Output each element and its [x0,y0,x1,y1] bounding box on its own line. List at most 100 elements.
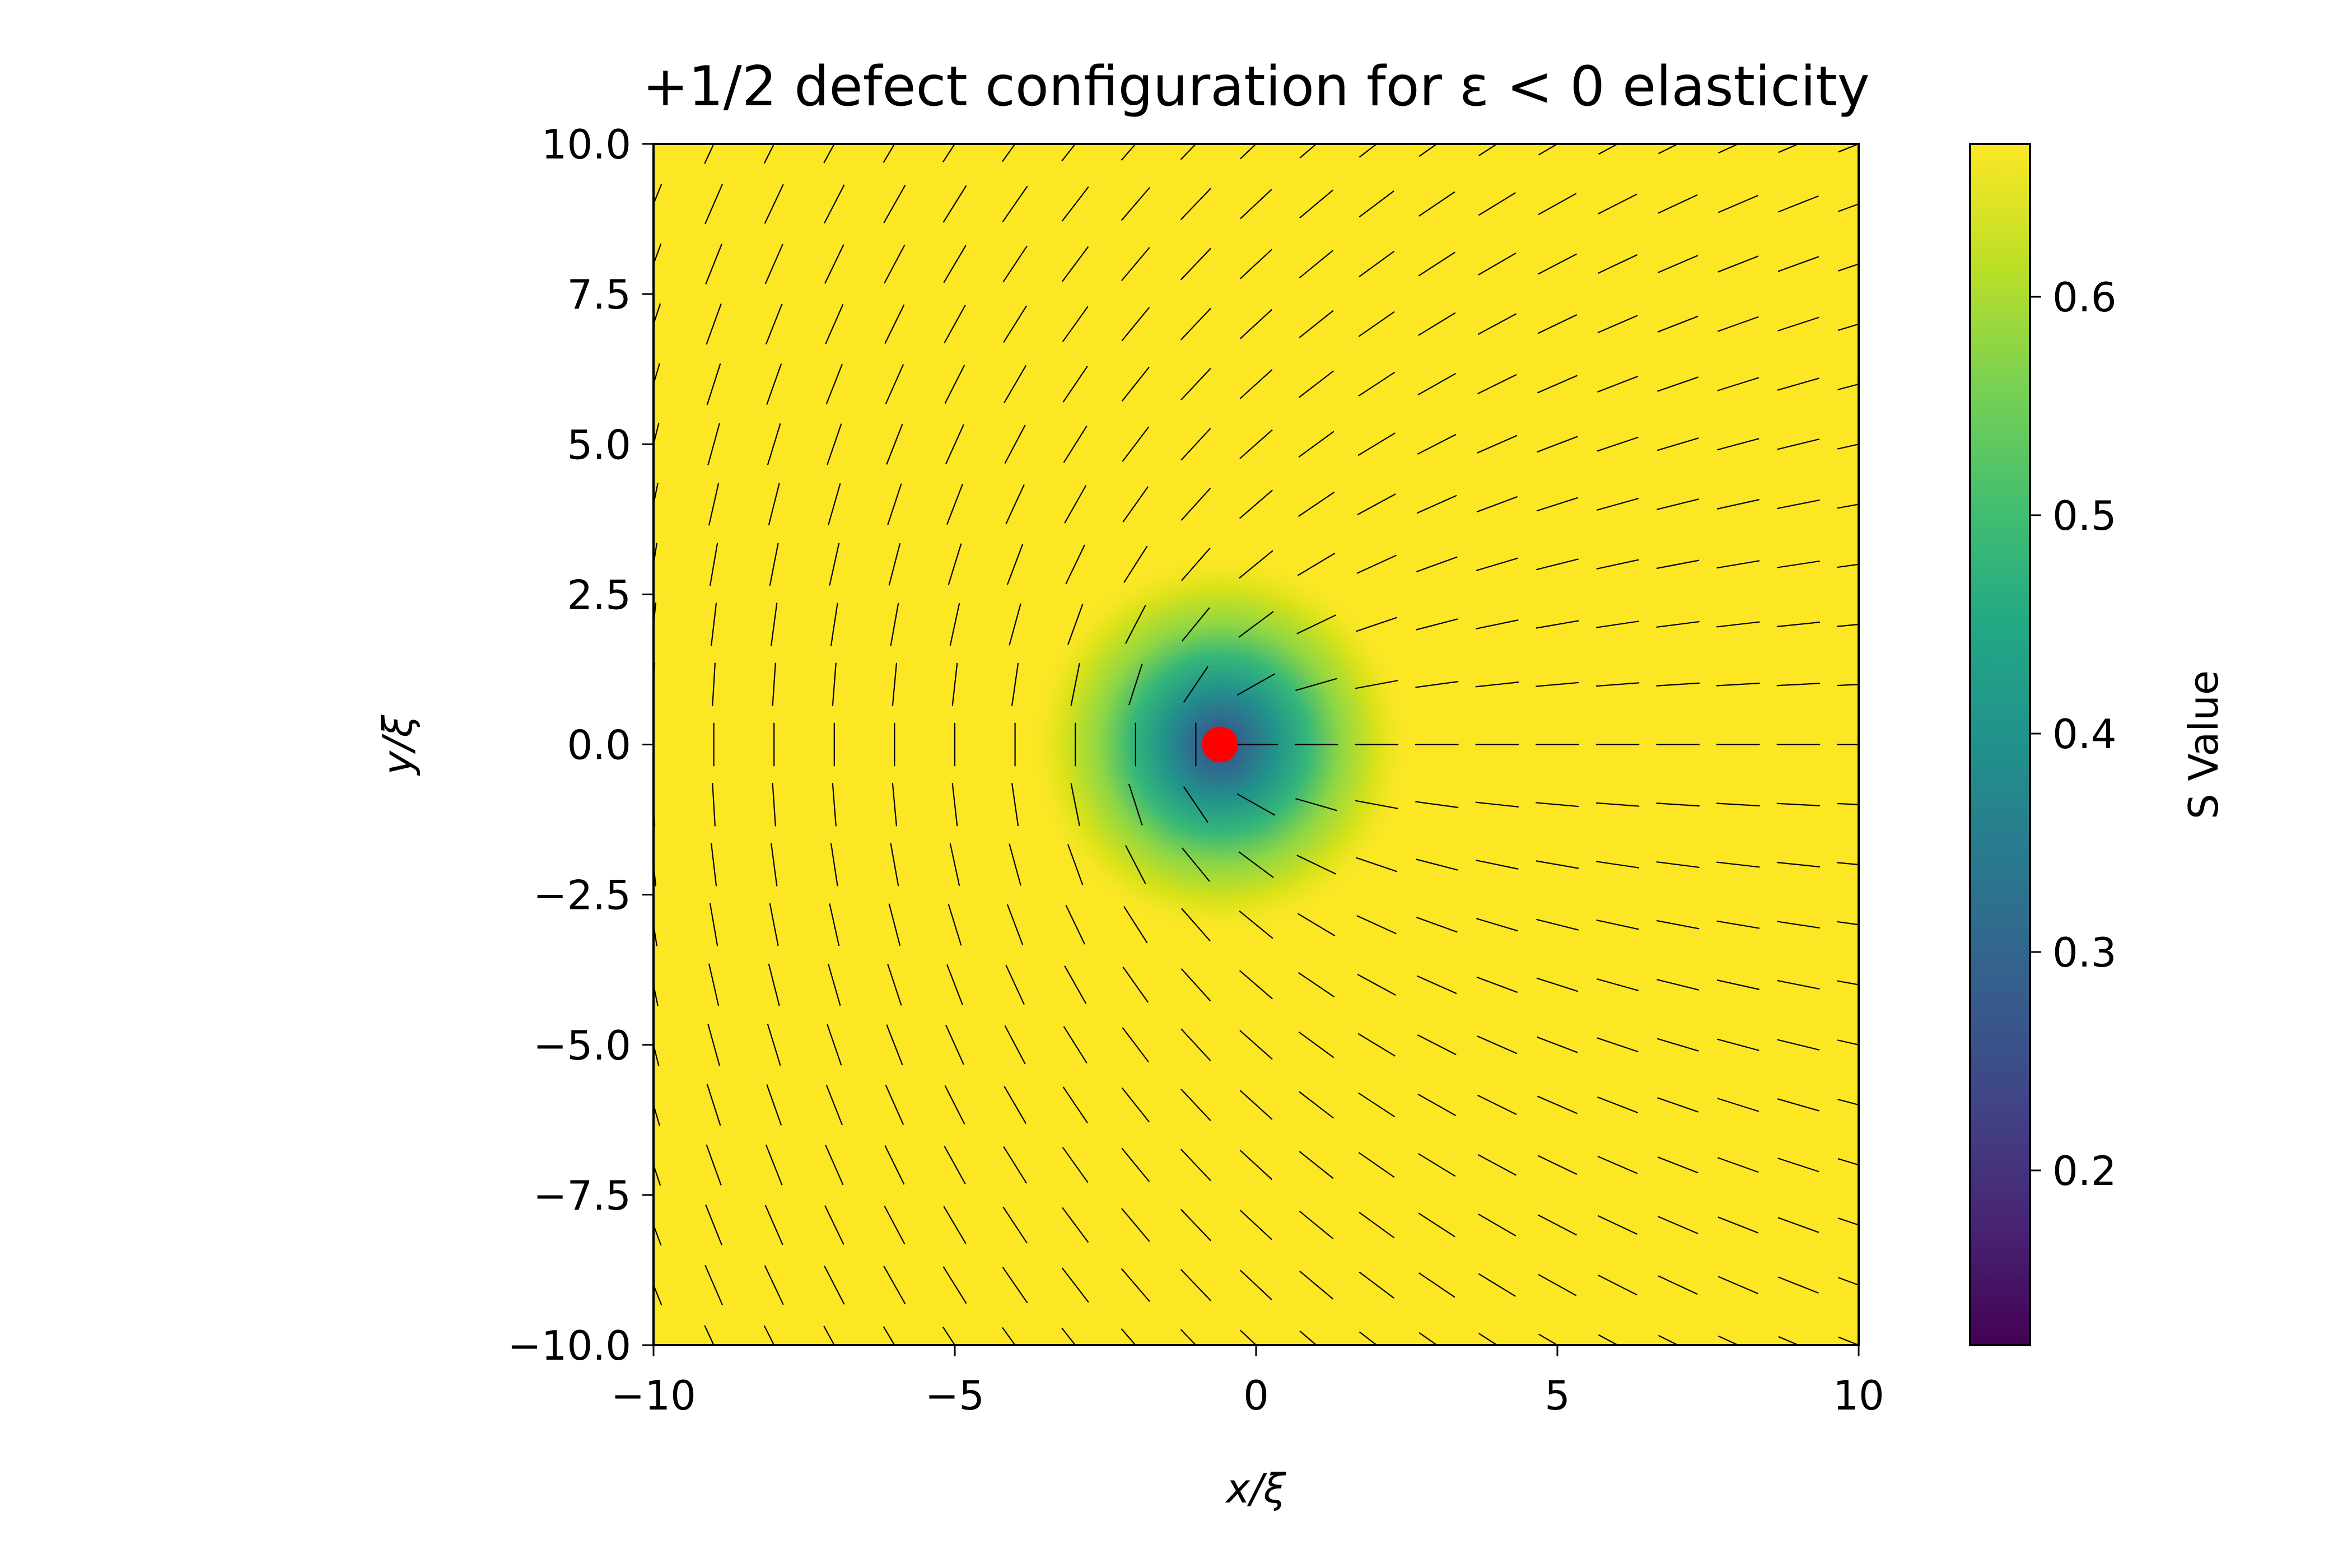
director-segment [1716,802,1760,807]
director-segment [1415,801,1459,809]
director-segment [1656,861,1700,869]
director-segment [1716,499,1760,510]
director-segment [1838,1277,1859,1286]
director-segment [1239,1210,1273,1240]
director-segment [1359,1331,1378,1345]
director-segment [1297,552,1336,576]
director-segment [1536,860,1579,869]
director-segment [1717,438,1760,451]
director-segment [1357,493,1396,515]
director-segment [1004,1085,1027,1124]
director-segment [1536,977,1579,992]
director-segment [823,144,836,164]
director-segment [886,423,903,465]
director-segment [825,1084,843,1126]
director-segment [1298,431,1334,458]
director-segment [1180,1329,1197,1345]
director-segment [1180,367,1211,401]
director-segment [1180,1028,1211,1061]
director-segment [654,858,657,886]
director-segment [1123,906,1148,944]
director-segment [1296,614,1336,634]
director-segment [1299,1091,1334,1119]
director-segment [654,483,659,508]
director-segment [766,1084,782,1126]
director-segment [1121,307,1150,342]
director-segment [1070,663,1080,706]
director-segment [1062,1086,1088,1123]
director-segment [1596,559,1639,570]
director-segment [829,903,840,946]
director-segment [1477,1154,1517,1176]
director-segment [832,783,837,827]
director-segment [1656,1038,1699,1052]
director-segment [1777,1217,1819,1233]
director-segment [1598,1215,1638,1235]
director-segment [1236,673,1276,696]
director-segment [1718,1276,1758,1294]
director-segment [769,903,779,946]
director-segment [1183,786,1209,823]
director-segment [1181,607,1210,642]
director-segment [892,662,898,706]
director-segment [1417,372,1457,396]
director-segment [890,843,899,886]
director-segment [1239,970,1273,1000]
director-segment [883,1266,906,1304]
director-segment [1358,1092,1396,1118]
director-segment [706,1084,721,1126]
director-segment [825,1145,844,1186]
director-segment [1239,369,1273,399]
director-segment [1656,437,1699,451]
director-segment [1476,860,1519,870]
director-segment [1716,861,1760,868]
director-segment [1837,623,1859,627]
director-segment [1656,802,1700,807]
y-tick-label: −5.0 [533,1022,631,1069]
director-segment [708,483,720,526]
director-segment [1597,1037,1639,1053]
y-tick-label: 2.5 [567,571,631,618]
director-segment [707,423,720,465]
director-segment [944,305,966,344]
director-segment [1777,438,1820,450]
director-segment [1238,851,1274,879]
director-segment [1658,1216,1698,1234]
director-segment [885,364,904,404]
director-segment [1181,847,1210,882]
colorbar-ticks: 0.6 0.5 0.4 0.3 0.2 [2030,274,2117,1194]
director-segment [1128,664,1143,706]
director-segment [1595,802,1640,807]
director-segment [1717,1157,1759,1173]
x-tick-label: 5 [1544,1372,1570,1419]
director-segment [654,1283,662,1306]
director-segment [1180,248,1211,281]
director-segment [1298,1032,1334,1058]
director-segment [1355,680,1398,689]
director-segment [1838,1336,1859,1345]
director-segment [1297,913,1336,937]
director-segment [888,543,901,586]
director-segment [1537,1095,1578,1114]
director-segment [1005,964,1025,1005]
director-segment [1536,682,1579,687]
director-segment [1597,436,1639,452]
director-segment [1418,312,1456,336]
director-segment [1597,1096,1639,1113]
colorbar-label: S Value [2180,670,2227,819]
director-segment [1002,245,1028,283]
chart-title: +1/2 defect configuration for ε < 0 elas… [642,55,1870,119]
director-segment [1538,1214,1577,1236]
director-segment [1416,618,1458,631]
director-segment [1658,1334,1679,1345]
director-segment [1180,144,1197,160]
director-segment [1596,620,1640,628]
colorbar-tick-label: 0.5 [2052,492,2117,539]
director-segment [1837,1217,1859,1226]
director-segment [942,1326,956,1345]
director-segment [1718,1216,1759,1234]
director-segment [1063,425,1088,463]
director-segment [1359,144,1378,158]
director-segment [944,1145,966,1184]
